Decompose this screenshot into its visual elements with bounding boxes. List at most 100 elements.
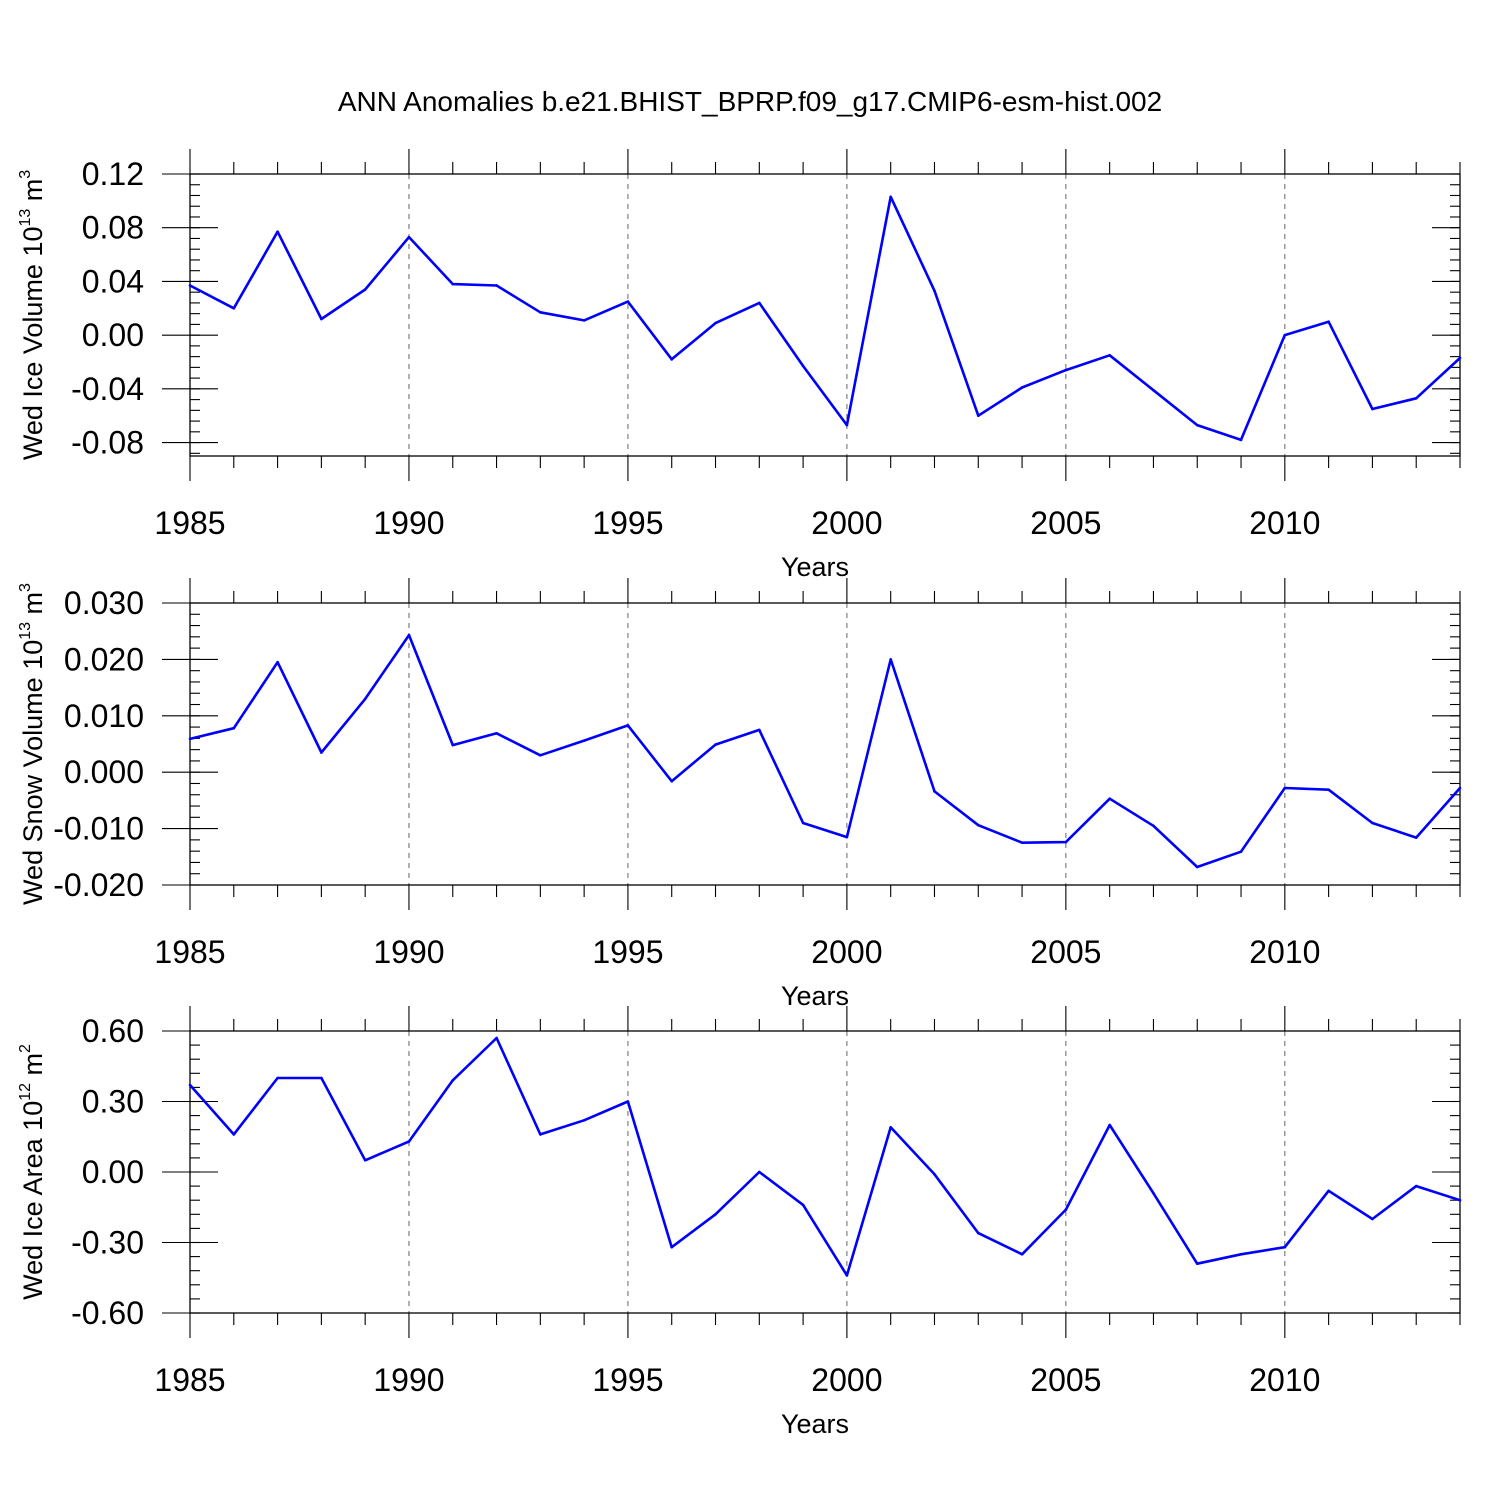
x-tick-label: 1990 (373, 934, 444, 970)
data-point (714, 321, 717, 325)
data-point (1458, 356, 1462, 360)
y-tick-label: 0.010 (64, 698, 144, 734)
data-point (1283, 333, 1287, 337)
data-point (1414, 1184, 1418, 1188)
data-point (801, 821, 805, 825)
y-tick-label: 0.00 (82, 317, 144, 353)
data-point (451, 1079, 455, 1082)
data-point (451, 743, 455, 747)
x-tick-label: 2005 (1030, 505, 1101, 541)
data-point (933, 1173, 936, 1176)
data-point (1108, 797, 1111, 801)
y-tick-label: -0.08 (71, 425, 144, 461)
y-tick-label: 0.000 (64, 754, 144, 790)
plot-frame (189, 173, 1461, 457)
x-tick-label: 1990 (373, 505, 444, 541)
chart-panel-1: -0.08 -0.04 0.00 0.04 0.08 0.12 1985 1990 1995 20… (17, 149, 1462, 582)
series-line (189, 1036, 1461, 1277)
chart-panel-2: -0.020 -0.010 0.000 0.010 0.020 0.030 1985 1990… (17, 578, 1462, 1011)
data-point (889, 658, 892, 661)
data-point (1327, 1189, 1330, 1193)
chart-panel-3: -0.60 -0.30 0.00 0.30 0.60 1985 1990 1995 2000 20… (17, 1006, 1462, 1439)
data-point (845, 835, 849, 839)
x-tick-label: 2010 (1249, 505, 1320, 541)
x-tick-label: 2005 (1030, 934, 1101, 970)
y-tick-label: 0.12 (82, 156, 144, 192)
y-tick-label: -0.020 (53, 867, 144, 903)
y-tick-label: -0.60 (71, 1295, 144, 1331)
data-point (320, 751, 323, 754)
x-tick-label: 2010 (1249, 1362, 1320, 1398)
data-point (933, 790, 936, 793)
data-point (1414, 396, 1418, 400)
data-point (1152, 388, 1155, 392)
data-point (1195, 1262, 1199, 1265)
data-point (801, 1203, 805, 1207)
x-tick-label: 1995 (592, 1362, 663, 1398)
data-point (232, 726, 236, 730)
data-point (276, 1076, 279, 1080)
data-point (714, 1213, 717, 1216)
data-point (539, 753, 542, 757)
data-point (1108, 353, 1111, 357)
y-tick-label: -0.04 (71, 371, 144, 407)
data-point (407, 235, 411, 239)
series-line (189, 195, 1461, 442)
y-tick-label: 0.04 (82, 263, 144, 299)
data-point (976, 414, 980, 418)
data-point (539, 1133, 542, 1136)
data-point (276, 230, 279, 234)
data-point (933, 289, 936, 293)
data-point (1239, 1252, 1243, 1256)
data-point (1371, 821, 1374, 825)
data-point (1064, 1208, 1068, 1211)
y-tick-label: 0.60 (82, 1013, 144, 1049)
data-point (976, 1231, 980, 1235)
y-tick-label: -0.010 (53, 811, 144, 847)
data-point (1371, 1217, 1374, 1221)
figure-title: ANN Anomalies b.e21.BHIST_BPRP.f09_g17.C… (338, 86, 1162, 117)
x-axis-label: Years (781, 1409, 849, 1439)
data-point (889, 1126, 892, 1129)
data-point (1020, 386, 1024, 389)
data-point (845, 423, 849, 427)
x-tick-label: 2000 (811, 934, 882, 970)
x-tick-label: 1995 (592, 934, 663, 970)
panels: -0.08 -0.04 0.00 0.04 0.08 0.12 1985 1990 1995 20… (17, 149, 1462, 1439)
data-point (626, 300, 630, 303)
x-tick-label: 1985 (154, 1362, 225, 1398)
data-point (801, 364, 805, 368)
data-point (1195, 865, 1199, 869)
data-point (1152, 824, 1155, 828)
data-point (407, 633, 411, 637)
data-point (276, 660, 279, 664)
data-point (1371, 407, 1374, 411)
data-point (1458, 786, 1462, 790)
x-tick-label: 2000 (811, 505, 882, 541)
y-tick-label: 0.020 (64, 641, 144, 677)
x-tick-label: 2000 (811, 1362, 882, 1398)
series-line (189, 633, 1461, 869)
data-point (758, 301, 761, 305)
data-point (1195, 423, 1199, 427)
y-tick-label: 0.08 (82, 210, 144, 246)
data-point (582, 1119, 586, 1122)
data-point (582, 319, 586, 322)
x-tick-label: 1990 (373, 1362, 444, 1398)
data-point (626, 1100, 630, 1103)
data-point (232, 306, 236, 310)
data-point (188, 737, 192, 741)
data-point (626, 724, 630, 727)
data-point (1064, 368, 1068, 372)
x-tick-label: 2005 (1030, 1362, 1101, 1398)
data-point (1414, 836, 1418, 839)
data-point (232, 1133, 236, 1136)
data-point (1283, 786, 1287, 790)
y-tick-label: 0.30 (82, 1084, 144, 1120)
data-point (363, 1158, 367, 1162)
data-point (758, 728, 761, 732)
data-point (582, 739, 586, 742)
data-point (1458, 1198, 1462, 1202)
data-point (188, 1083, 192, 1087)
data-point (320, 1076, 323, 1080)
